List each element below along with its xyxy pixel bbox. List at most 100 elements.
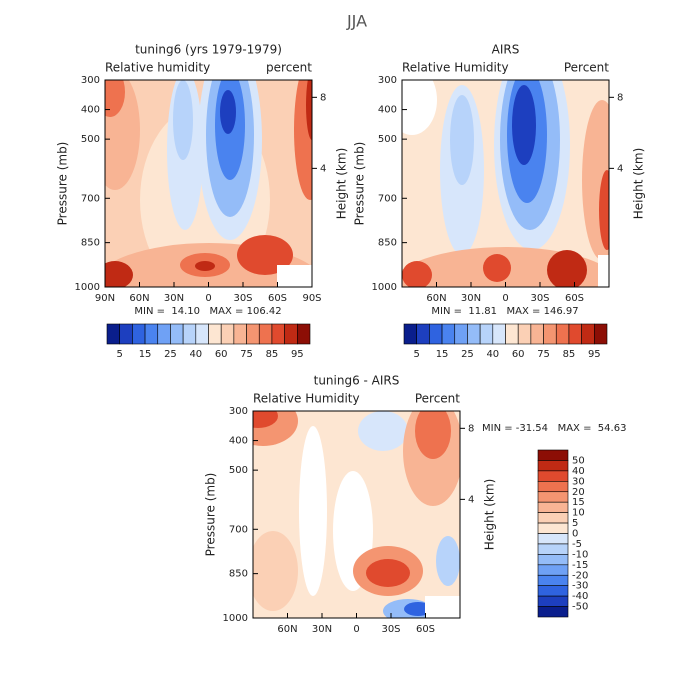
y-tick-label: 1000 (223, 613, 248, 624)
colorbar-box (537, 606, 569, 618)
y2-axis-label: Height (km) (335, 148, 349, 219)
colorbar-box (537, 543, 569, 555)
colorbar-box (416, 323, 430, 345)
colorbar-box (220, 323, 235, 345)
x-tick-label: 60S (416, 624, 435, 635)
stats: MIN = 11.81 MAX = 146.97 (431, 306, 578, 317)
colorbar-label: 25 (461, 349, 474, 360)
x-tick-label: 60S (268, 293, 287, 304)
y-tick-label: 1000 (372, 282, 397, 293)
stats: MIN = -31.54 MAX = 54.63 (482, 423, 626, 434)
x-tick-label: 90S (302, 293, 321, 304)
x-tick-label: 30S (233, 293, 252, 304)
colorbar-box (182, 323, 197, 345)
colorbar-label: 85 (266, 349, 279, 360)
colorbar-box (233, 323, 247, 345)
colorbar-box (537, 449, 569, 461)
x-tick-label: 0 (205, 293, 211, 304)
colorbar-label: 25 (164, 349, 177, 360)
colorbar-label: 15 (572, 497, 585, 508)
colorbar-box (543, 323, 557, 345)
colorbar-box (537, 533, 569, 545)
colorbar-box (106, 323, 120, 345)
y2-axis-label: Height (km) (483, 479, 497, 550)
colorbar-box (517, 323, 532, 345)
y2-tick-label: 8 (617, 92, 623, 103)
left-label: Relative Humidity (253, 392, 360, 406)
x-tick-label: 30N (461, 293, 481, 304)
y-tick-label: 850 (81, 238, 100, 249)
left-label: Relative Humidity (402, 61, 509, 75)
y-tick-label: 1000 (75, 282, 100, 293)
y-tick-label: 300 (81, 75, 100, 86)
colorbar-label: 5 (117, 349, 123, 360)
colorbar-box (537, 564, 569, 576)
colorbar-box (537, 585, 569, 597)
y-tick-label: 700 (81, 193, 100, 204)
colorbar-label: 15 (139, 349, 152, 360)
y-axis-label: Pressure (mb) (353, 142, 367, 226)
y2-tick-label: 8 (320, 92, 326, 103)
colorbar-box (284, 323, 298, 345)
colorbar-box (537, 512, 569, 524)
colorbar-label: -15 (572, 560, 588, 571)
colorbar-box (454, 323, 468, 345)
colorbar-label: -40 (572, 591, 588, 602)
x-tick-label: 0 (353, 624, 359, 635)
y-tick-label: 700 (378, 193, 397, 204)
right-label: percent (266, 61, 312, 75)
x-tick-label: 60N (426, 293, 446, 304)
y-tick-label: 500 (378, 134, 397, 145)
y-tick-label: 850 (378, 238, 397, 249)
colorbar-box (537, 522, 569, 534)
right-label: Percent (415, 392, 460, 406)
y2-axis-label: Height (km) (632, 148, 646, 219)
x-tick-label: 30N (312, 624, 332, 635)
colorbar-label: -5 (572, 539, 582, 550)
colorbar-box (537, 491, 569, 503)
colorbar-box (429, 323, 443, 345)
colorbar-box (246, 323, 260, 345)
colorbar-box (208, 323, 222, 345)
panel-title: tuning6 - AIRS (314, 374, 400, 388)
colorbar-label: 40 (486, 349, 499, 360)
x-tick-label: 30N (164, 293, 184, 304)
colorbar-box (505, 323, 519, 345)
x-tick-label: 60N (129, 293, 149, 304)
y-tick-label: 700 (229, 524, 248, 535)
colorbar-box (594, 323, 608, 345)
y-tick-label: 300 (378, 75, 397, 86)
colorbar-box (537, 595, 569, 607)
colorbar-box (537, 481, 569, 493)
colorbar-box (530, 323, 544, 345)
y2-tick-label: 4 (617, 163, 623, 174)
colorbar-label: 50 (572, 455, 585, 466)
x-tick-label: 30S (530, 293, 549, 304)
right-label: Percent (564, 61, 609, 75)
colorbar-box (479, 323, 494, 345)
y-tick-label: 400 (81, 105, 100, 116)
colorbar-box (258, 323, 273, 345)
colorbar-box (119, 323, 133, 345)
colorbar-box (144, 323, 159, 345)
colorbar-label: 0 (572, 529, 578, 540)
colorbar-box (537, 470, 569, 482)
colorbar-label: 75 (537, 349, 550, 360)
colorbar-box (157, 323, 171, 345)
y-tick-label: 400 (378, 105, 397, 116)
x-tick-label: 60N (277, 624, 297, 635)
colorbar-box (467, 323, 481, 345)
colorbar-label: 40 (572, 466, 585, 477)
colorbar-label: 60 (512, 349, 525, 360)
colorbar-label: -50 (572, 602, 588, 613)
y-axis-label: Pressure (mb) (204, 473, 218, 557)
colorbar-box (271, 323, 285, 345)
colorbar-label: 60 (215, 349, 228, 360)
y-tick-label: 300 (229, 406, 248, 417)
figure-title: JJA (346, 12, 367, 31)
colorbar-label: 95 (588, 349, 601, 360)
x-tick-label: 90N (95, 293, 115, 304)
colorbar-label: 5 (572, 518, 578, 529)
colorbar-label: 30 (572, 476, 585, 487)
colorbar-label: 85 (563, 349, 576, 360)
